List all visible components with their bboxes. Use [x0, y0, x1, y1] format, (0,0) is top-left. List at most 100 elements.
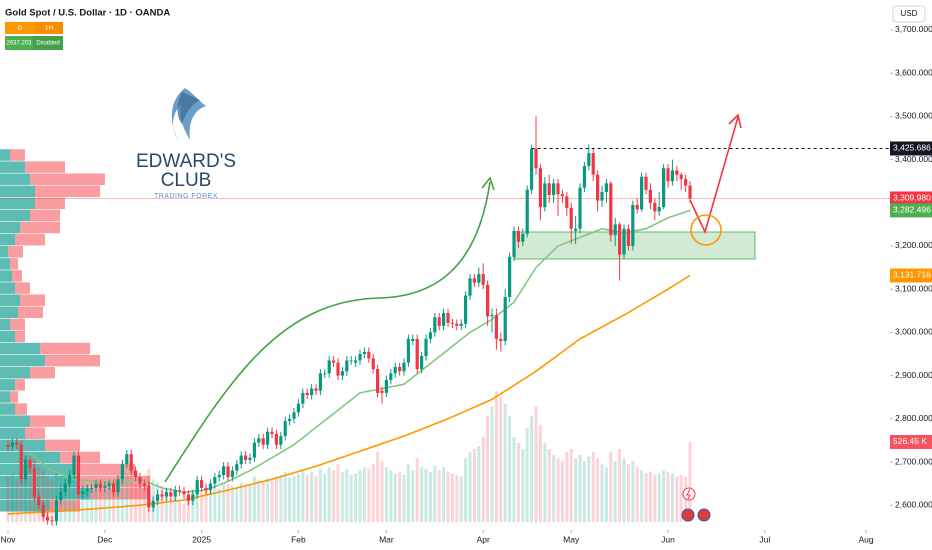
candle-body: [248, 457, 252, 460]
profile-up: [0, 282, 15, 294]
candle-body: [437, 317, 441, 326]
candle-body: [547, 183, 551, 196]
indicator-value: 2637.203: [6, 41, 32, 47]
candle-body: [257, 438, 261, 443]
volume-bar: [314, 476, 318, 522]
candle-body: [516, 230, 521, 242]
price-tag: [890, 203, 932, 218]
volume-bar: [208, 487, 212, 522]
volume-bar: [635, 467, 639, 522]
volume-bar: [477, 446, 481, 522]
volume-bar: [134, 484, 138, 522]
y-tick-label: 3,600.000: [895, 67, 932, 77]
profile-down: [75, 463, 135, 476]
candle-body: [402, 362, 406, 372]
y-tick-label: 3,000.000: [895, 327, 932, 337]
candle-body: [508, 256, 512, 297]
candle-body: [582, 166, 587, 188]
volume-bar: [72, 470, 76, 522]
candle-body: [191, 494, 195, 501]
volume-bar: [670, 473, 674, 522]
candle-body: [85, 488, 89, 492]
candle-body: [72, 455, 76, 475]
volume-bar: [81, 482, 85, 522]
volume-bar: [301, 470, 305, 522]
profile-up: [0, 246, 8, 258]
candle-body: [138, 477, 142, 484]
profile-down: [15, 403, 27, 415]
logo: EDWARD'S CLUB TRADING FOREX: [136, 88, 236, 200]
indicator-box: [33, 36, 63, 50]
volume-bar: [46, 476, 50, 522]
candle-body: [50, 520, 54, 522]
volume-bar: [389, 470, 393, 522]
profile-down: [45, 439, 80, 452]
candle-body: [587, 153, 591, 167]
volume-bar: [200, 493, 204, 522]
profile-up: [0, 342, 40, 355]
logo-text: CLUB: [161, 170, 212, 191]
profile-up: [0, 379, 15, 391]
y-tick-label: 3,200.000: [895, 240, 932, 250]
volume-bar: [68, 474, 72, 522]
volume-bar: [270, 480, 274, 522]
candle-body: [323, 373, 327, 375]
candle-body: [116, 479, 120, 493]
volume-bar: [613, 461, 617, 522]
x-tick-label: Nov: [0, 534, 16, 544]
candle-body: [182, 491, 186, 495]
event-icon: [682, 487, 696, 501]
candle-body: [411, 338, 415, 342]
candle-body: [292, 412, 296, 419]
volume-bar: [24, 456, 28, 522]
candle-body: [609, 183, 613, 236]
x-tick-label: Mar: [379, 534, 394, 544]
axes: 3,700.000 3,600.000 3,500.000 3,400.000 3,30…: [0, 24, 932, 544]
profile-up: [0, 173, 30, 185]
candle-body: [569, 207, 573, 229]
volume-bar: [648, 471, 652, 522]
candle-body: [578, 187, 582, 229]
candle-body: [169, 492, 173, 497]
candle-body: [591, 153, 595, 175]
volume-bar: [63, 477, 67, 522]
profile-up: [0, 270, 12, 282]
timeframe: 1H: [45, 25, 54, 32]
candle-body: [433, 317, 437, 333]
candle-body: [28, 459, 32, 469]
profile-up: [0, 306, 18, 319]
y-tick-label: 2,900.000: [895, 370, 932, 380]
candle-body: [384, 379, 389, 393]
candle-body: [59, 491, 63, 501]
volume-bar: [248, 484, 252, 522]
profile-down: [20, 221, 60, 234]
profile-down: [10, 258, 18, 270]
volume-bar: [499, 397, 503, 522]
x-tick-label: May: [563, 534, 580, 544]
volume-bar: [169, 499, 173, 522]
profile-up: [0, 318, 10, 331]
volume-bar: [349, 474, 353, 522]
candle-body: [318, 373, 323, 391]
candle-body: [393, 366, 397, 374]
candle-body: [684, 179, 688, 186]
candle-body: [446, 312, 450, 323]
candle-body: [442, 312, 446, 326]
candle-body: [565, 196, 569, 208]
volume-bar: [521, 449, 525, 522]
logo-tagline: TRADING FOREX: [154, 193, 218, 200]
red-arrow: [689, 116, 739, 235]
x-tick-label: Dec: [97, 534, 113, 544]
volume-bar: [640, 470, 644, 522]
candle-body: [635, 204, 639, 210]
volume-bar: [41, 470, 45, 522]
volume-bar: [296, 473, 300, 522]
candle-body: [424, 338, 428, 357]
candle-body: [68, 474, 72, 484]
profile-up: [0, 391, 10, 403]
candle-body: [235, 464, 239, 471]
candle-body: [283, 420, 287, 437]
volume-bar: [112, 488, 116, 522]
candle-body: [37, 496, 41, 506]
profile-up: [0, 463, 75, 476]
